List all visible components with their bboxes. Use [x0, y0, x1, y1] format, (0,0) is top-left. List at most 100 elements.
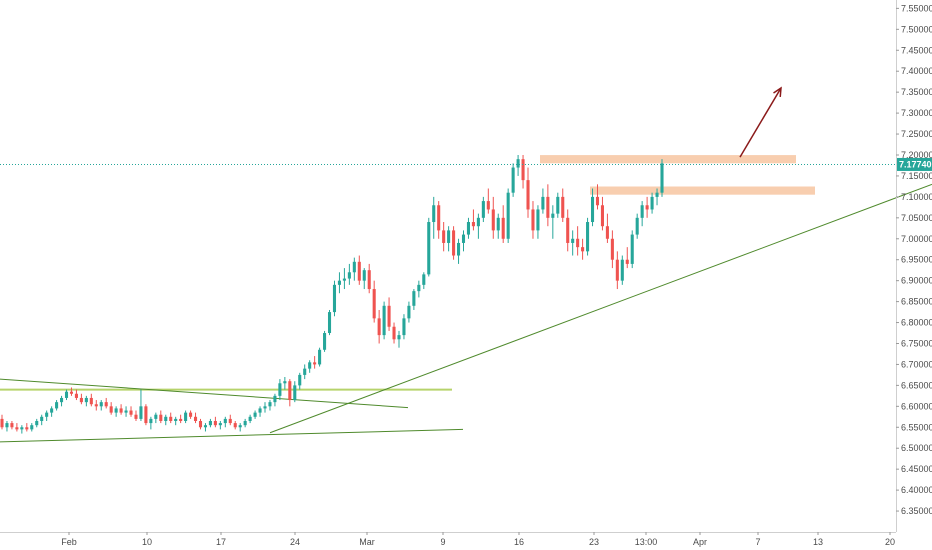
candle [20, 425, 24, 434]
price-axis-tick-label: 6.60000 [901, 401, 932, 411]
candle-body [561, 196, 565, 218]
candle-body [273, 395, 277, 403]
time-axis-tick-label: 9 [440, 537, 445, 547]
candle [491, 196, 495, 239]
candle [109, 402, 113, 415]
candle [342, 268, 346, 290]
price-axis-tick-label: 6.80000 [901, 318, 932, 328]
upper-resistance-zone [540, 155, 796, 164]
candle-body [223, 418, 227, 424]
candle-body [471, 222, 475, 227]
drawings-layer [0, 86, 932, 443]
candle-body [109, 406, 113, 413]
candle [288, 379, 292, 407]
candle-body [576, 238, 580, 248]
candle-body [258, 408, 262, 413]
candle [650, 192, 654, 214]
candle-body [615, 259, 619, 281]
candle-body [134, 414, 138, 419]
candle [233, 420, 237, 430]
price-axis-tick-label: 6.50000 [901, 443, 932, 453]
candle-body [30, 425, 34, 430]
candle-body [40, 416, 44, 421]
candle-body [288, 381, 292, 401]
price-axis-tick-label: 7.15000 [901, 171, 932, 181]
candle-body [407, 305, 411, 319]
candle-body [372, 289, 376, 319]
candle [69, 387, 74, 396]
candle [581, 238, 585, 260]
candle-body [104, 402, 108, 407]
candle [84, 395, 88, 407]
candle [640, 201, 644, 227]
candle-body [313, 362, 317, 365]
candle [193, 412, 198, 424]
candle [595, 184, 600, 210]
price-axis-tick-label: 6.45000 [901, 464, 932, 474]
candle-body [402, 318, 406, 336]
candle-body [253, 412, 257, 417]
candle-body [283, 381, 287, 384]
ascending-trendline [269, 183, 932, 434]
candle [576, 226, 580, 256]
candle-body [139, 406, 143, 419]
candle-body [198, 420, 203, 428]
candle-body [516, 159, 520, 168]
price-axis-tick-label: 6.40000 [901, 485, 932, 495]
time-axis-tick-label: 17 [216, 537, 226, 547]
time-axis-tick-label: 23 [589, 537, 599, 547]
candle [30, 423, 34, 432]
candle-body [154, 414, 158, 419]
candle-body [318, 349, 322, 365]
candle [476, 213, 480, 239]
candle [213, 416, 217, 428]
candle [273, 393, 277, 407]
candle [278, 379, 282, 401]
candle-body [228, 418, 232, 424]
candle [422, 272, 426, 290]
channel-lower [0, 428, 464, 443]
candle-body [496, 217, 500, 231]
candle [402, 314, 406, 340]
candle [203, 423, 207, 432]
candle-body [382, 305, 386, 336]
candle-body [119, 408, 123, 413]
projection-arrow-shaft [739, 87, 782, 158]
candle [268, 400, 272, 411]
candle-body [337, 280, 341, 285]
candle [660, 159, 664, 197]
candle [382, 301, 386, 340]
candle [397, 330, 401, 348]
candle [427, 217, 431, 277]
candle-body [233, 423, 237, 428]
time-axis-tick-label: 10 [142, 537, 152, 547]
candle-body [89, 397, 93, 405]
last-price-tag: 7.17740 [897, 157, 932, 171]
candle-body [263, 406, 267, 409]
candle [184, 410, 188, 424]
price-axis-tick-label: 6.90000 [901, 276, 932, 286]
candle [129, 406, 133, 417]
price-axis-tick-label: 6.65000 [901, 380, 932, 390]
candle [189, 410, 193, 419]
candle [60, 395, 64, 407]
candle-body [174, 418, 178, 421]
time-axis-tick-label: 20 [885, 537, 895, 547]
candle [99, 400, 103, 411]
candle [566, 209, 570, 252]
candle [79, 393, 83, 405]
candle [372, 280, 376, 323]
candle-body [60, 397, 64, 403]
candle-body [417, 284, 421, 292]
candle-body [218, 423, 222, 426]
time-axis[interactable]: Feb 10 17 24 Mar 9 16 23 13:00 Apr 7 13 20 [61, 532, 895, 547]
price-axis[interactable]: 7.55000 7.50000 7.45000 7.40000 7.35000 7.300… [896, 3, 932, 516]
candle [561, 188, 565, 223]
candle-body [362, 270, 366, 281]
candle [526, 167, 530, 218]
candle-body [635, 217, 639, 235]
candle-body [447, 230, 451, 243]
candle-body [193, 416, 198, 421]
candle [293, 381, 297, 403]
